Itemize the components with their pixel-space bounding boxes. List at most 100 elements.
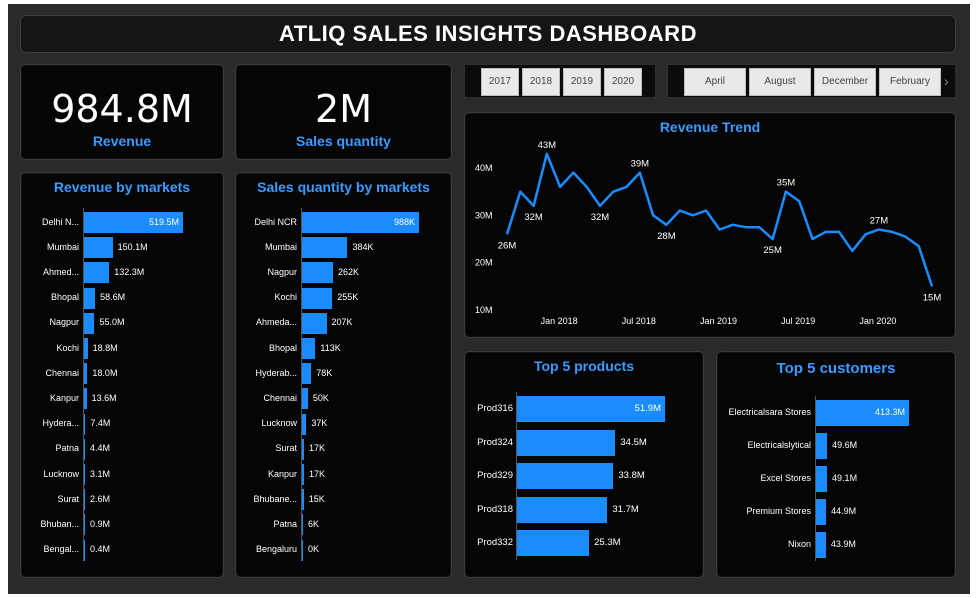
month-chip-december[interactable]: December [814,68,876,96]
bar[interactable] [302,464,304,485]
bar-value-label: 2.6M [90,493,111,504]
top-products-card: Top 5 products Prod316 51.9M Prod324 34.5M P… [464,351,704,578]
bar-value-label: 413.3M [874,407,905,417]
bar-value-label: 132.3M [114,266,145,277]
y-tick-label: 40M [475,163,493,173]
bar-value-label: 15K [308,493,325,504]
bar-label: Bengal... [43,544,79,555]
bar[interactable] [302,338,316,359]
x-tick-label: Jan 2019 [700,316,737,326]
bar-label: Premium Stores [746,506,811,516]
bar-value-label: 18.8M [92,342,118,353]
bar[interactable] [84,363,88,385]
bar-label: Hydera... [42,418,79,429]
bar[interactable] [84,464,85,485]
bar[interactable] [816,466,828,492]
bar-value-label: 255K [337,292,359,303]
bar[interactable] [302,438,304,460]
bar[interactable] [84,338,88,359]
bar[interactable] [84,413,86,435]
top-customers-card: Top 5 customers Electricalsara Stores 413… [716,351,956,578]
bar[interactable] [84,212,183,233]
revenue-trend-title: Revenue Trend [659,119,761,135]
x-tick-label: Jan 2020 [859,316,896,326]
bar[interactable] [816,433,828,459]
data-point-label: 32M [524,212,543,223]
bar-value-label: 34.5M [620,436,647,448]
bar-label: Bhopal [268,342,297,353]
x-tick-label: Jan 2018 [541,316,578,326]
bar[interactable] [84,287,96,309]
bar-value-label: 6K [308,518,320,529]
bar[interactable] [84,388,87,410]
bar[interactable] [517,496,608,523]
bar-label: Kanpur [267,468,297,479]
revenue-trend-line[interactable] [505,152,934,287]
bar-label: Delhi N... [41,216,79,227]
revenue-by-markets-card: Revenue by markets Delhi N... 519.5M Mumba… [20,172,224,578]
bar[interactable] [517,429,616,456]
bar[interactable] [517,463,614,489]
bar-value-label: 519.5M [148,216,179,227]
bar[interactable] [302,312,327,334]
data-point-label: 43M [538,140,557,151]
bar[interactable] [302,413,307,435]
bar[interactable] [84,262,110,284]
bar-label: Kochi [56,342,79,353]
bar[interactable] [302,489,304,511]
bar[interactable] [302,262,334,284]
bar-label: Mumbai [264,241,297,252]
bar[interactable] [302,388,308,410]
year-chip-2017[interactable]: 2017 [481,68,519,96]
data-point-label: 26M [498,240,517,251]
bar-label: Surat [57,493,79,504]
month-chip-april[interactable]: April [684,68,746,96]
bar-value-label: 55.0M [99,317,125,328]
bar[interactable] [84,237,113,259]
data-point-label: 28M [657,231,676,242]
data-point-label: 27M [870,216,889,227]
bar[interactable] [302,237,348,259]
bar[interactable] [816,499,827,525]
year-chip-2020[interactable]: 2020 [604,68,642,96]
month-chip-august[interactable]: August [749,68,811,96]
month-chip-february[interactable]: February [879,68,941,96]
year-chip-2019[interactable]: 2019 [563,68,601,96]
bar-label: Lucknow [261,418,297,429]
bar-value-label: 207K [331,317,353,328]
bar-label: Prod324 [477,436,513,448]
year-slicer: 2017 2018 2019 2020 [464,64,656,98]
bar-label: Electricalsara Stores [728,407,811,417]
bar-label: Surat [275,443,297,454]
year-chip-2018[interactable]: 2018 [522,68,560,96]
bar[interactable] [84,438,85,460]
bar-value-label: 17K [309,443,326,454]
data-point-label: 25M [763,245,782,256]
bar[interactable] [816,400,909,426]
bar-label: Kanpur [49,392,79,403]
chevron-right-icon[interactable]: › [944,73,949,89]
bar-label: Bhopal [50,292,79,303]
data-point-label: 39M [631,159,650,170]
bar[interactable] [517,396,665,422]
bar-label: Bengaluru [255,544,297,555]
bar[interactable] [302,287,333,309]
bar-label: Kochi [274,292,297,303]
bar[interactable] [84,514,85,536]
bar-value-label: 4.4M [90,443,111,454]
bar[interactable] [517,530,590,556]
y-tick-label: 30M [475,210,493,220]
bar-label: Nixon [787,539,811,549]
bar[interactable] [84,489,85,511]
bar[interactable] [84,312,95,334]
bar[interactable] [302,539,303,561]
bar[interactable] [302,212,419,233]
y-tick-label: 20M [475,258,493,268]
bar[interactable] [302,363,312,385]
bar[interactable] [302,514,303,536]
bar[interactable] [84,539,85,561]
bar-label: Delhi NCR [254,216,297,227]
bar-value-label: 25.3M [594,537,621,548]
bar-label: Hyderab... [255,367,297,378]
bar[interactable] [816,532,826,558]
